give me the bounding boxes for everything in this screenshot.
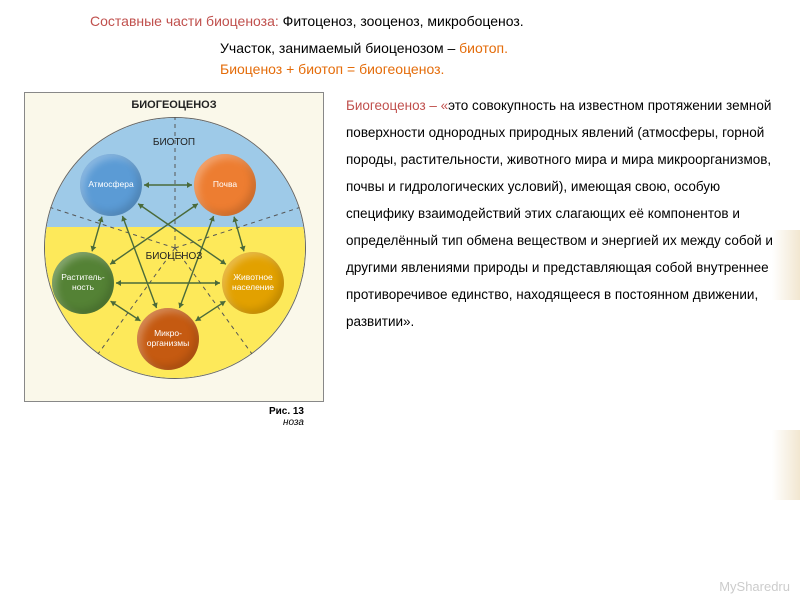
definition-body: это совокупность на известном протяжении…	[346, 98, 773, 329]
definition-block: Биогеоценоз – «это совокупность на извес…	[346, 92, 784, 428]
side-accent	[772, 230, 800, 300]
node-animals: Животноенаселение	[222, 252, 284, 314]
figure-caption-sub: ноза	[24, 417, 334, 428]
main: БИОГЕОЦЕНОЗ БИОТОП БИОЦЕНОЗ Атмосфера Поч…	[0, 84, 800, 428]
label-biogeocenoz: БИОГЕОЦЕНОЗ	[131, 99, 216, 111]
figure-caption: Рис. 13	[24, 402, 334, 417]
watermark: MySharedru	[719, 579, 790, 594]
definition-term: Биогеоценоз – «	[346, 98, 448, 113]
node-plants: Раститель-ность	[52, 252, 114, 314]
biotop-text: Участок, занимаемый биоценозом –	[220, 40, 459, 56]
title-rest: Фитоценоз, зооценоз, микробоценоз.	[279, 13, 524, 29]
node-soil: Почва	[194, 154, 256, 216]
label-biotop: БИОТОП	[153, 137, 195, 148]
equation-right: биогеоценоз.	[359, 61, 444, 77]
node-atmosphere: Атмосфера	[80, 154, 142, 216]
header: Составные части биоценоза: Фитоценоз, зо…	[0, 0, 800, 84]
diagram-column: БИОГЕОЦЕНОЗ БИОТОП БИОЦЕНОЗ Атмосфера Поч…	[24, 92, 334, 428]
label-biocenoz: БИОЦЕНОЗ	[146, 251, 203, 262]
sub-lines: Участок, занимаемый биоценозом – биотоп.…	[90, 32, 740, 80]
biotop-line: Участок, занимаемый биоценозом – биотоп.	[220, 38, 740, 59]
side-accent	[772, 430, 800, 500]
biotop-term: биотоп.	[459, 40, 508, 56]
equation-line: Биоценоз + биотоп = биогеоценоз.	[220, 59, 740, 80]
title-red: Составные части биоценоза:	[90, 13, 279, 29]
node-microbes: Микро-организмы	[137, 308, 199, 370]
diagram-frame: БИОГЕОЦЕНОЗ БИОТОП БИОЦЕНОЗ Атмосфера Поч…	[24, 92, 324, 402]
equation-left: Биоценоз + биотоп =	[220, 61, 359, 77]
title-line: Составные части биоценоза: Фитоценоз, зо…	[90, 12, 740, 32]
